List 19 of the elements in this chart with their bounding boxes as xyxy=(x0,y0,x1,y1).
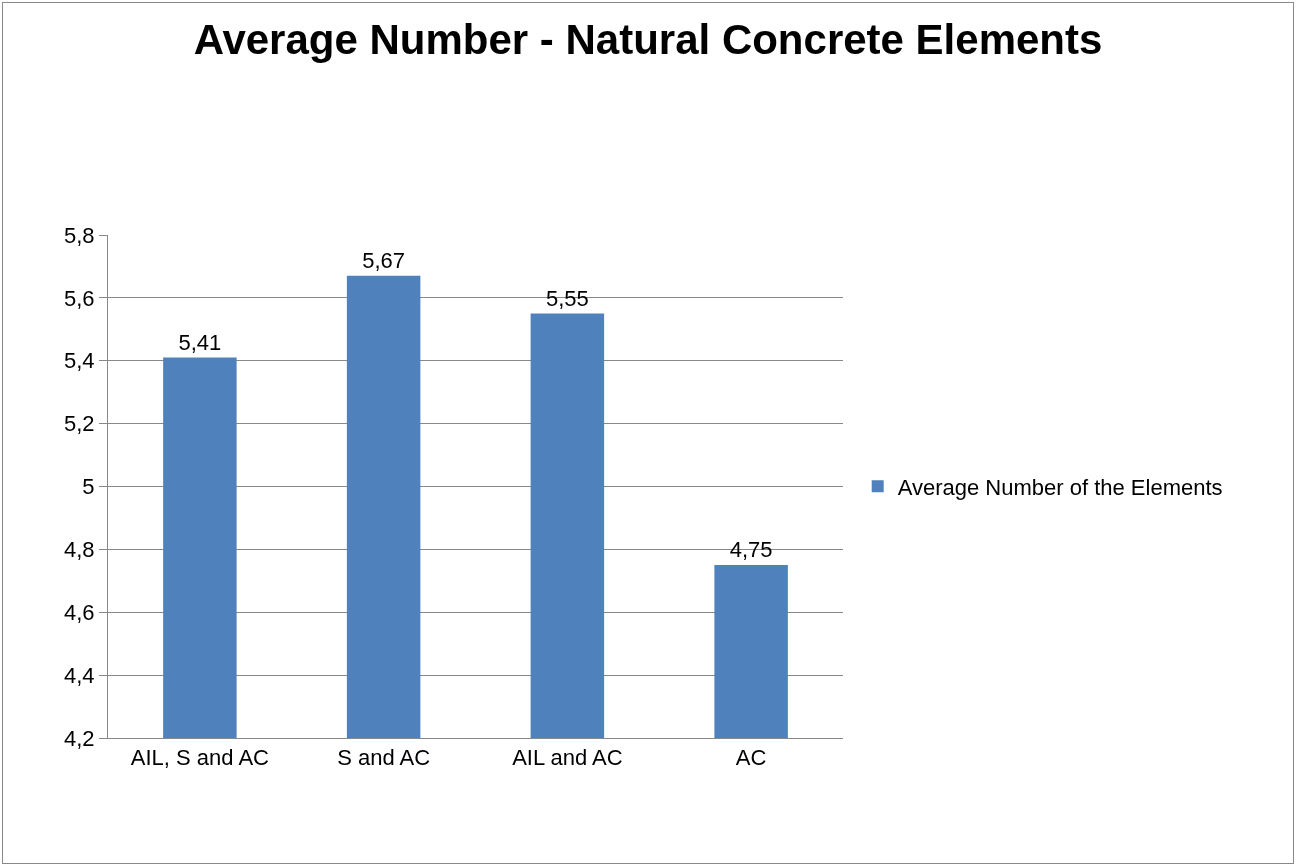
y-tick-label: 5,2 xyxy=(64,411,95,437)
x-tick-label: AIL, S and AC xyxy=(130,745,270,771)
y-tick-label: 4,2 xyxy=(64,725,95,751)
x-tick-label: AC xyxy=(735,745,767,771)
y-tick-label: 5,4 xyxy=(64,348,95,374)
data-label: 5,41 xyxy=(178,329,222,355)
data-label: 5,55 xyxy=(545,285,589,311)
x-tick-label: S and AC xyxy=(337,745,431,771)
y-tick-label: 5 xyxy=(82,474,95,500)
y-tick-label: 5,6 xyxy=(64,285,95,311)
y-tick-label: 5,8 xyxy=(64,222,95,248)
y-tick-label: 4,6 xyxy=(64,599,95,625)
y-tick-label: 4,4 xyxy=(64,662,95,688)
chart-title: Average Number - Natural Concrete Elements xyxy=(193,15,1103,63)
data-label: 4,75 xyxy=(729,537,773,563)
y-tick-label: 4,8 xyxy=(64,537,95,563)
x-tick-label: AIL and AC xyxy=(512,745,623,771)
legend-label: Average Number of the Elements xyxy=(897,474,1223,500)
data-label: 5,67 xyxy=(362,247,406,273)
